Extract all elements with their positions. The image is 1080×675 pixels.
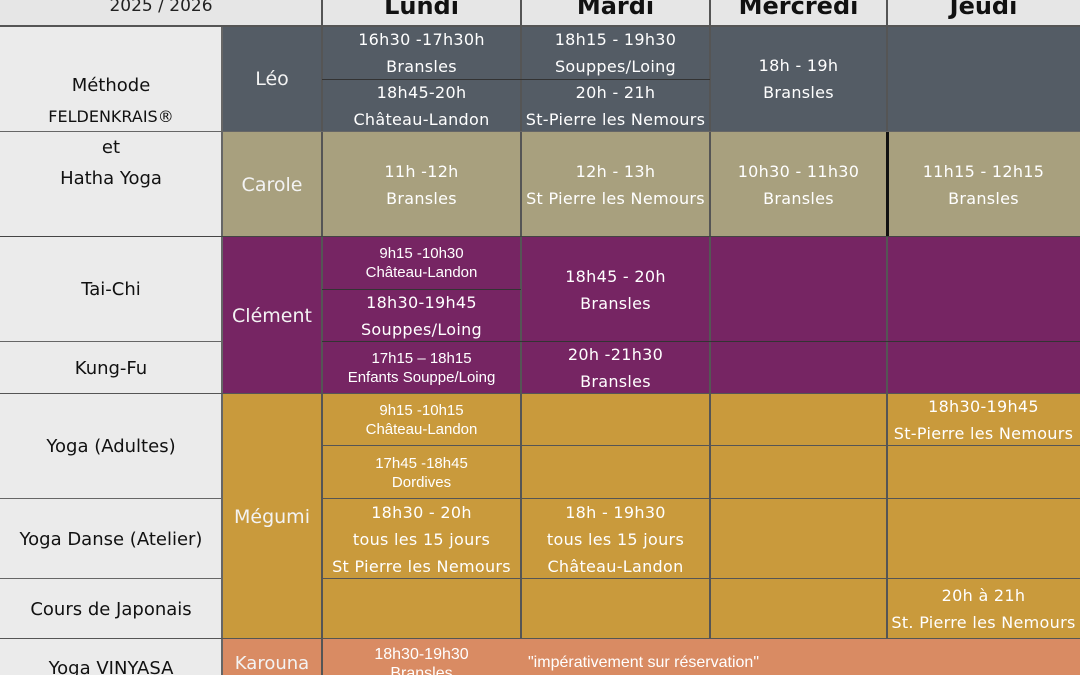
- grid-line: [322, 445, 1080, 446]
- slot-clement-lundi-1: 9h15 -10h30 Château-Landon: [322, 237, 521, 289]
- day-header-jeudi: Jeudi: [887, 0, 1080, 26]
- grid-line: [322, 578, 1080, 579]
- slot-clement-mardi-2: 20h -21h30 Bransles: [521, 342, 710, 394]
- slot-kungfu-jeudi-empty: [887, 342, 1080, 394]
- slot-leo-mardi-2: 20h - 21h St-Pierre les Nemours: [521, 80, 710, 132]
- slot-megumi-mardi-1-empty: [521, 394, 710, 446]
- discipline-taichi: Tai-Chi: [0, 237, 222, 342]
- grid-line: [0, 393, 1080, 394]
- discipline-kungfu: Kung-Fu: [0, 342, 222, 394]
- grid-line: [0, 236, 1080, 237]
- slot-japonais-mardi-empty: [521, 579, 710, 639]
- slot-megumi-mercredi-3-empty: [710, 499, 887, 579]
- grid-line: [0, 25, 1080, 27]
- slot-kungfu-mercredi-empty: [710, 342, 887, 394]
- slot-clement-jeudi-empty: [887, 237, 1080, 342]
- slot-megumi-lundi-2: 17h45 -18h45 Dordives: [322, 446, 521, 499]
- teacher-carole: Carole: [222, 132, 322, 237]
- slot-clement-lundi-2: 18h30-19h45 Souppes/Loing: [322, 289, 521, 342]
- teacher-clement: Clément: [222, 237, 322, 394]
- slot-megumi-jeudi-3-empty: [887, 499, 1080, 579]
- slot-clement-mercredi-empty: [710, 237, 887, 342]
- slot-clement-lundi-3: 17h15 – 18h15 Enfants Souppe/Loing: [322, 342, 521, 394]
- grid-line: [322, 341, 1080, 342]
- slot-japonais-lundi-empty: [322, 579, 521, 639]
- grid-line: [0, 578, 222, 579]
- grid-line: [0, 638, 1080, 639]
- karouna-note-cell: [521, 639, 1080, 675]
- teacher-karouna: Karouna: [222, 639, 322, 675]
- slot-megumi-mercredi-2-empty: [710, 446, 887, 499]
- slot-leo-lundi-1: 16h30 -17h30h Bransles: [322, 26, 521, 80]
- school-year: 2025 / 2026: [109, 0, 213, 16]
- slot-carole-mercredi: 10h30 - 11h30 Bransles: [710, 132, 887, 237]
- slot-megumi-jeudi-2-empty: [887, 446, 1080, 499]
- teacher-megumi: Mégumi: [222, 394, 322, 639]
- slot-karouna-lundi: 18h30-19h30 Bransles: [322, 639, 521, 675]
- grid-line: [322, 289, 521, 290]
- slot-carole-mardi: 12h - 13h St Pierre les Nemours: [521, 132, 710, 237]
- slot-megumi-jeudi-1: 18h30-19h45 St-Pierre les Nemours: [887, 394, 1080, 446]
- slot-leo-mercredi: 18h - 19h Bransles: [710, 26, 887, 132]
- grid-line: [0, 341, 222, 342]
- grid-line: [321, 0, 323, 675]
- grid-line: [0, 131, 1080, 132]
- grid-line: [520, 0, 522, 639]
- grid-line: [0, 498, 222, 499]
- slot-megumi-mardi-3: 18h - 19h30 tous les 15 jours Château-La…: [521, 499, 710, 579]
- grid-line: [221, 26, 223, 675]
- slot-megumi-lundi-1: 9h15 -10h15 Château-Landon: [322, 394, 521, 446]
- day-header-mardi: Mardi: [521, 0, 710, 26]
- slot-megumi-jeudi-4: 20h à 21h St. Pierre les Nemours: [887, 579, 1080, 639]
- discipline-vinyasa: Yoga VINYASA: [0, 639, 222, 675]
- slot-megumi-mercredi-1-empty: [710, 394, 887, 446]
- grid-line: [886, 0, 888, 639]
- slot-clement-mardi-1: 18h45 - 20h Bransles: [521, 237, 710, 342]
- day-header-mercredi: Mercredi: [710, 0, 887, 26]
- karouna-reservation-note: "impérativement sur réservation": [528, 654, 759, 671]
- grid-line: [709, 0, 711, 639]
- slot-leo-mardi-1: 18h15 - 19h30 Souppes/Loing: [521, 26, 710, 80]
- slot-megumi-mardi-2-empty: [521, 446, 710, 499]
- slot-carole-lundi: 11h -12h Bransles: [322, 132, 521, 237]
- slot-carole-jeudi: 11h15 - 12h15 Bransles: [887, 132, 1080, 237]
- discipline-japonais: Cours de Japonais: [0, 579, 222, 639]
- slot-japonais-mercredi-empty: [710, 579, 887, 639]
- day-header-lundi: Lundi: [322, 0, 521, 26]
- grid-line: [322, 498, 1080, 499]
- grid-line-bold: [886, 132, 889, 237]
- slot-leo-lundi-2: 18h45-20h Château-Landon: [322, 80, 521, 132]
- slot-leo-jeudi-empty: [887, 26, 1080, 132]
- year-header: 2025 / 2026: [0, 0, 322, 26]
- slot-megumi-lundi-3: 18h30 - 20h tous les 15 jours St Pierre …: [322, 499, 521, 579]
- teacher-leo: Léo: [222, 26, 322, 132]
- grid-line: [322, 79, 710, 80]
- discipline-yoga-danse: Yoga Danse (Atelier): [0, 499, 222, 579]
- discipline-yoga-adultes: Yoga (Adultes): [0, 394, 222, 499]
